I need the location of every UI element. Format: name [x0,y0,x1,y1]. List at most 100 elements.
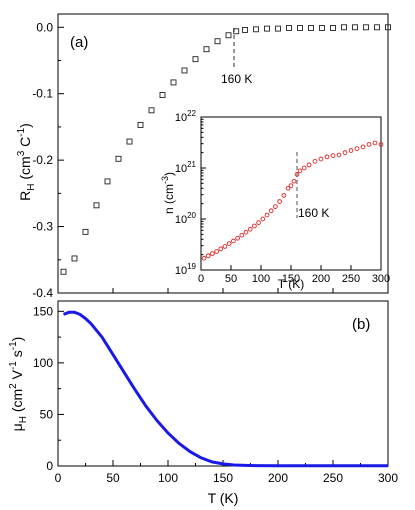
panel-a-point [82,228,89,235]
panel-a-y-tick-label: -0.1 [32,87,53,101]
inset-point [330,153,336,158]
panel-a-160k-annotation: 160 K [221,72,252,86]
panel-a-point [159,92,166,98]
inset-point [291,178,297,184]
inset-x-tick-label: 150 [282,273,300,285]
inset-x-tick-label: 200 [312,273,330,285]
panel-a-point [115,155,122,162]
panel-a-point [170,79,177,86]
inset-point [318,156,324,162]
panel-a-point [225,32,232,39]
panel-a-point [233,28,240,35]
inset-point [354,146,360,151]
panel-a-y-tick-label: 0.0 [36,20,53,34]
inset-point [214,249,219,254]
panel-a-y-axis-label: RH (cm3 C-1) [16,123,37,201]
inset-point [260,216,266,222]
panel-b-x-tick-label: 200 [268,471,288,485]
panel-a-point [385,24,391,31]
inset-point [306,162,312,168]
inset-plot: 0 50 100 150 200 250 300 1022 1021 1020 1019 160 K… [160,109,390,291]
inset-point [210,251,215,256]
inset-x-tick-label: 100 [252,273,270,285]
panel-a-point [126,138,133,145]
inset-points [201,140,384,261]
panel-a-point [71,255,78,262]
panel-a-point [374,24,380,31]
panel-a: (a) 0.0 -0.1 -0.2 -0.3 -0.4 160 K RH (cm3 C-… [16,13,391,300]
panel-a-y-ticks: 0.0 -0.1 -0.2 -0.3 -0.4 [32,20,389,300]
panel-a-point [137,121,144,128]
panel-a-point [203,46,210,53]
panel-b-y-tick-label: 0 [46,459,53,473]
inset-point [231,238,236,244]
inset-y-tick-label: 1022 [175,109,197,124]
panel-b-x-tick-label: 0 [55,471,62,485]
panel-b-ticks: 0 50 100 150 200 250 300 0 50 100 150 [33,304,398,485]
panel-b-y-tick-label: 50 [40,407,54,421]
panel-a-point [330,25,336,31]
inset-point [239,232,245,238]
inset-point [336,152,342,158]
inset-point [252,223,257,229]
inset-point [372,140,378,146]
inset-point [366,142,372,147]
panel-a-y-tick-label: -0.4 [32,286,53,300]
inset-y-tick-label: 1021 [175,160,197,175]
inset-160k-annotation: 160 K [298,206,329,220]
panel-b-x-tick-label: 150 [213,471,233,485]
panel-a-point [192,56,199,63]
panel-b-x-axis-label: T (K) [208,490,239,506]
panel-a-label: (a) [70,34,88,51]
inset-point [285,185,291,191]
panel-b-label: (b) [352,316,370,333]
inset-x-tick-label: 0 [198,273,204,285]
panel-a-point [60,268,67,275]
inset-point [222,244,228,249]
panel-b-y-tick-label: 100 [33,356,53,370]
inset-point [301,165,307,171]
inset-point [324,154,330,160]
inset-point [235,235,240,241]
inset-point [294,172,300,177]
panel-a-point [275,25,281,32]
panel-a-point [181,67,188,74]
inset-frame [200,116,382,271]
panel-a-point [253,26,259,33]
panel-b-x-tick-label: 300 [378,471,398,485]
panel-b-mobility-curve [62,310,388,468]
panel-a-point [214,38,221,45]
inset-point [360,144,366,150]
panel-a-point [93,202,100,209]
inset-point [218,246,224,252]
panel-a-point [148,107,155,114]
inset-point [243,229,249,235]
inset-point [256,220,261,225]
inset-point [247,226,253,232]
inset-point [226,241,232,246]
panel-a-point [319,25,325,31]
inset-x-tick-label: 250 [342,273,360,285]
inset-y-tick-label: 1019 [175,262,197,277]
inset-point [378,142,384,147]
inset-ticks: 0 50 100 150 200 250 300 1022 1021 1020 1019 [175,109,390,285]
panel-a-points [60,24,391,275]
panel-a-point [286,25,292,31]
panel-a-point [264,25,270,32]
panel-b-x-tick-label: 100 [158,471,178,485]
panel-b-y-axis-label: μH (cm2 V-1 s-1) [8,337,29,432]
panel-a-point [341,24,347,31]
inset-point [277,199,282,204]
inset-point [288,183,294,189]
panel-a-y-tick-label: -0.2 [32,153,53,167]
inset-x-tick-label: 50 [225,273,237,285]
panel-a-point [352,24,358,31]
panel-b-y-tick-label: 150 [33,304,53,318]
inset-point [348,148,354,153]
panel-a-point [308,25,314,31]
inset-x-tick-label: 300 [372,273,390,285]
inset-point [268,208,274,214]
inset-point [205,253,211,259]
inset-y-tick-label: 1020 [175,211,197,226]
panel-b-x-tick-label: 50 [106,471,120,485]
